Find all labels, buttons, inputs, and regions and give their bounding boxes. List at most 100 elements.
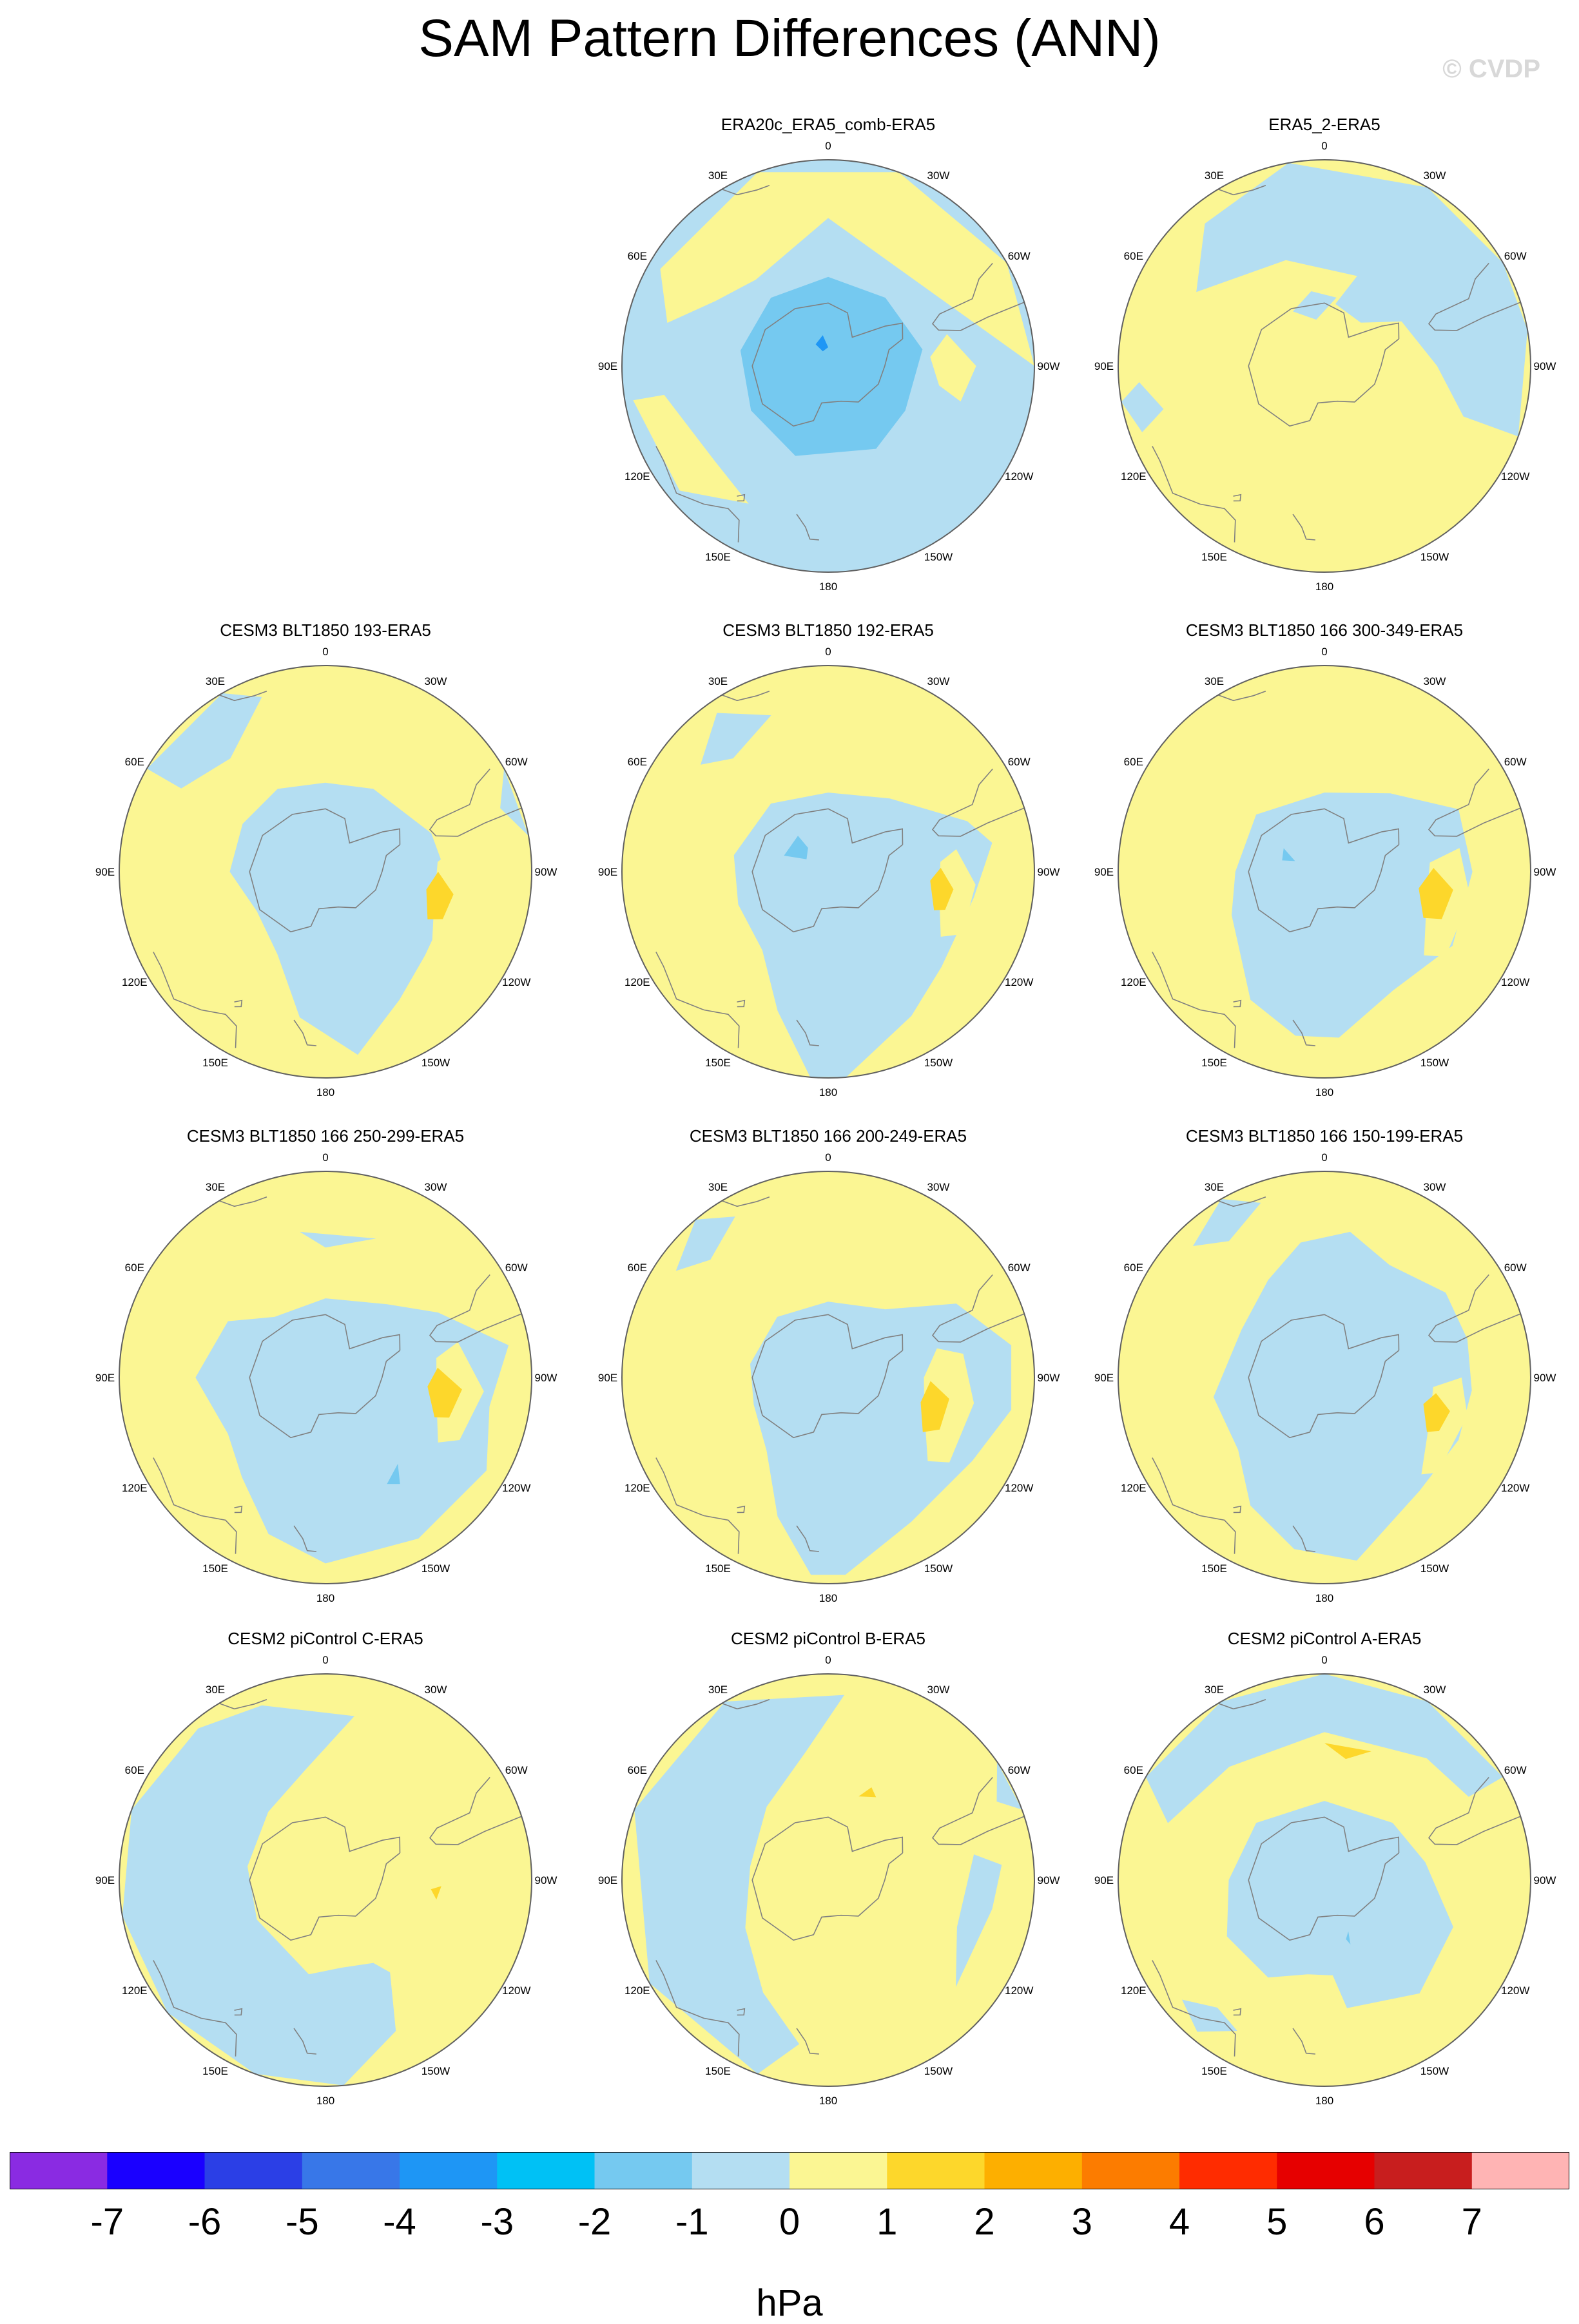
longitude-label: 0 bbox=[825, 1654, 831, 1666]
coastline bbox=[751, 302, 904, 427]
contour-region bbox=[939, 849, 976, 937]
panel-title: ERA20c_ERA5_comb-ERA5 bbox=[721, 115, 936, 134]
contour-region bbox=[1193, 1198, 1261, 1246]
longitude-label: 150W bbox=[1420, 2065, 1449, 2077]
longitude-label: 90W bbox=[1038, 360, 1060, 372]
longitude-label: 30E bbox=[206, 1181, 225, 1193]
longitude-label: 0 bbox=[322, 1151, 328, 1164]
colorbar-swatch bbox=[1179, 2152, 1277, 2189]
colorbar-tick-label: 2 bbox=[974, 2201, 994, 2243]
map-panel: CESM2 piControl C-ERA5 0 30W 60W 90W 120W 150W… bbox=[74, 1629, 577, 2131]
coastline bbox=[1152, 1457, 1236, 1554]
panel-title: CESM3 BLT1850 166 300-349-ERA5 bbox=[1185, 620, 1464, 640]
contour-region bbox=[1423, 1393, 1450, 1432]
coastline bbox=[655, 446, 740, 543]
panel-title: CESM2 piControl A-ERA5 bbox=[1227, 1629, 1422, 1648]
longitude-label: 30E bbox=[708, 1181, 728, 1193]
longitude-label: 180 bbox=[1315, 2095, 1333, 2107]
colorbar-swatch bbox=[594, 2152, 693, 2189]
coastline bbox=[1233, 1505, 1242, 1513]
coastline bbox=[153, 1457, 237, 1554]
coastline bbox=[1292, 514, 1315, 541]
longitude-label: 30E bbox=[708, 675, 728, 687]
polar-map: 0 30W 60W 90W 120W 150W 180 150E 120E 90E 60E 30E bbox=[1094, 646, 1556, 1099]
colorbar-tick-label: 4 bbox=[1169, 2201, 1190, 2243]
longitude-label: 0 bbox=[825, 1151, 831, 1164]
coastline bbox=[796, 514, 819, 541]
longitude-label: 150W bbox=[1420, 551, 1449, 563]
contour-region bbox=[660, 172, 1034, 366]
longitude-label: 30E bbox=[206, 1684, 225, 1696]
longitude-label: 90E bbox=[1094, 360, 1114, 372]
colorbar-tick-label: -4 bbox=[383, 2201, 416, 2243]
longitude-label: 30W bbox=[927, 169, 950, 182]
map-panel: CESM3 BLT1850 166 200-249-ERA5 0 30W 60W 90W… bbox=[577, 1126, 1080, 1629]
contour-region bbox=[784, 836, 808, 859]
coastline bbox=[796, 2028, 819, 2055]
contour-region bbox=[1232, 792, 1473, 1038]
longitude-label: 150W bbox=[924, 1057, 953, 1069]
coastline bbox=[218, 690, 267, 702]
longitude-label: 120E bbox=[1121, 1984, 1147, 1997]
longitude-label: 120W bbox=[1501, 1482, 1529, 1494]
colorbar-swatch bbox=[1471, 2152, 1569, 2189]
map-panel: ERA20c_ERA5_comb-ERA5 0 30W 60W 90W 120W 150W 1… bbox=[577, 115, 1080, 617]
panel-title: CESM3 BLT1850 166 150-199-ERA5 bbox=[1185, 1126, 1464, 1146]
contour-region bbox=[815, 335, 828, 352]
colorbar-tick-label: -2 bbox=[578, 2201, 612, 2243]
longitude-label: 150E bbox=[705, 1562, 731, 1575]
coastline bbox=[931, 1274, 1025, 1343]
longitude-label: 150E bbox=[705, 551, 731, 563]
contour-region bbox=[387, 1463, 400, 1484]
longitude-label: 150W bbox=[421, 1057, 450, 1069]
longitude-label: 150W bbox=[1420, 1562, 1449, 1575]
contour-region bbox=[858, 1787, 877, 1798]
contour-region bbox=[195, 1298, 509, 1564]
panel-title: CESM2 piControl C-ERA5 bbox=[228, 1629, 423, 1648]
contour-region bbox=[924, 1348, 974, 1463]
colorbar-tick-label: 3 bbox=[1072, 2201, 1092, 2243]
coastline bbox=[218, 1698, 267, 1710]
colorbar-tick-label: -6 bbox=[188, 2201, 222, 2243]
longitude-label: 90E bbox=[598, 360, 617, 372]
colorbar-tick-label: 7 bbox=[1462, 2201, 1482, 2243]
longitude-label: 150E bbox=[1201, 1057, 1227, 1069]
contour-region bbox=[996, 1762, 1022, 1810]
longitude-label: 120W bbox=[1005, 470, 1033, 483]
longitude-label: 120W bbox=[502, 1984, 530, 1997]
coastline bbox=[234, 1505, 243, 1513]
coastline bbox=[1292, 1525, 1315, 1552]
contour-region bbox=[427, 1367, 462, 1418]
coastline bbox=[153, 1960, 237, 2057]
colorbar-swatch bbox=[302, 2152, 400, 2189]
coastline bbox=[1217, 1698, 1266, 1710]
map-border bbox=[621, 1171, 1035, 1584]
longitude-label: 60W bbox=[505, 1262, 528, 1274]
map-panel: ERA5_2-ERA5 0 30W 60W 90W 120W 150W 180 150E 120E… bbox=[1073, 115, 1576, 617]
map-panel: CESM3 BLT1850 192-ERA5 0 30W 60W 90W 120W 150W… bbox=[577, 620, 1080, 1123]
coastline bbox=[429, 768, 522, 837]
longitude-label: 30W bbox=[1424, 169, 1446, 182]
contour-region bbox=[1213, 1231, 1472, 1561]
longitude-label: 90W bbox=[1534, 1372, 1556, 1384]
longitude-label: 120W bbox=[1005, 1482, 1033, 1494]
longitude-label: 30E bbox=[1205, 169, 1224, 182]
colorbar-swatch bbox=[1081, 2152, 1180, 2189]
polar-map: 0 30W 60W 90W 120W 150W 180 150E 120E 90E 60E 30E bbox=[598, 646, 1060, 1099]
contour-region bbox=[1121, 382, 1164, 432]
coastline bbox=[655, 1960, 740, 2057]
coastline bbox=[931, 768, 1025, 837]
coastline bbox=[655, 1457, 740, 1554]
coastline bbox=[1248, 302, 1400, 427]
longitude-label: 60E bbox=[1124, 756, 1143, 768]
map-panel: CESM3 BLT1850 166 250-299-ERA5 0 30W 60W 90W… bbox=[74, 1126, 577, 1629]
longitude-label: 150E bbox=[202, 1562, 228, 1575]
colorbar-tick-label: -1 bbox=[675, 2201, 709, 2243]
contour-region bbox=[426, 872, 454, 919]
coastline bbox=[1428, 262, 1521, 331]
longitude-label: 60W bbox=[505, 756, 528, 768]
longitude-label: 120W bbox=[1005, 976, 1033, 988]
longitude-label: 120E bbox=[625, 976, 650, 988]
coastline bbox=[1152, 1960, 1236, 2057]
longitude-label: 150W bbox=[924, 1562, 953, 1575]
